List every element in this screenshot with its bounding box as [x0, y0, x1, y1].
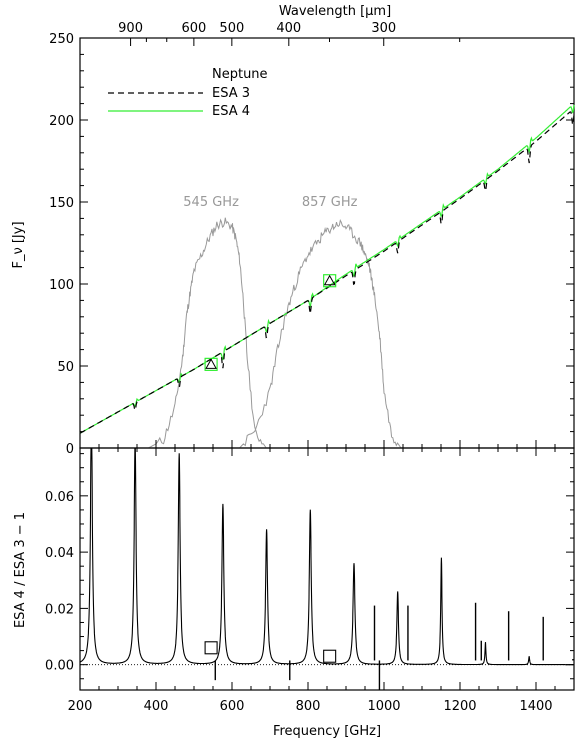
y-tick-label: 0.06: [45, 490, 74, 505]
y-tick-label: 250: [49, 32, 74, 47]
y-tick-label: 0.02: [45, 602, 74, 617]
flux-series: [79, 104, 575, 434]
y-tick-label: 0.00: [45, 659, 74, 674]
y-tick-label: 100: [49, 278, 74, 293]
ratio-marker-square: [204, 641, 218, 655]
legend: Neptune ESA 3 ESA 4: [108, 67, 268, 119]
y-tick-label: 150: [49, 196, 74, 211]
flux-markers: [204, 274, 337, 371]
bandpass-545-curve: [148, 217, 267, 449]
ratio-series: [79, 447, 574, 690]
legend-title: Neptune: [212, 67, 268, 82]
ratio-markers: [204, 641, 337, 663]
wavelength-ticks: 900 600 500 400 300: [118, 21, 461, 46]
bottom-plot-frame: [79, 447, 575, 691]
wavelength-axis-title: Wavelength [μm]: [279, 4, 391, 19]
legend-esa4-label: ESA 4: [212, 104, 250, 119]
y-tick-label: 0: [66, 442, 74, 457]
wavelength-tick-label: 300: [371, 21, 396, 36]
ratio-marker-square: [323, 649, 337, 663]
top-panel: 0 50 100 150 200 250 900 600 500 400 300 Waveleng…: [11, 4, 575, 457]
flux-marker-triangle: [323, 274, 336, 286]
flux-marker-triangle: [205, 358, 217, 369]
legend-esa3-label: ESA 3: [212, 86, 250, 101]
bottom-y-ticks: 0.00 0.02 0.04 0.06: [45, 453, 574, 680]
top-x-ticks: [79, 440, 537, 448]
x-tick-label: 1000: [367, 699, 400, 714]
band-label-545: 545 GHz: [183, 195, 239, 210]
x-tick-label: 800: [296, 699, 321, 714]
x-tick-label: 1400: [519, 699, 552, 714]
wavelength-tick-label: 600: [181, 21, 206, 36]
wavelength-tick-label: 500: [219, 21, 244, 36]
series-esa-4-line: [79, 104, 575, 434]
flux-axis-title: F_ν [Jy]: [11, 221, 26, 268]
top-plot-frame: [79, 37, 575, 449]
ratio-curve: [79, 447, 574, 666]
wavelength-tick-label: 400: [276, 21, 301, 36]
x-tick-label: 200: [68, 699, 93, 714]
top-y-ticks: 0 50 100 150 200 250: [49, 32, 574, 457]
x-tick-label: 400: [144, 699, 169, 714]
bandpass-curves: [148, 217, 402, 449]
wavelength-tick-label: 900: [118, 21, 143, 36]
ratio-axis-title: ESA 4 / ESA 3 − 1: [13, 512, 28, 628]
bandpass-857-curve: [239, 219, 402, 449]
bottom-panel: 0.00 0.02 0.04 0.06 200 400 600 800 1000 1200 140…: [13, 444, 575, 739]
band-label-857: 857 GHz: [302, 195, 358, 210]
x-tick-label: 600: [220, 699, 245, 714]
y-tick-label: 50: [57, 360, 74, 375]
series-esa-3-line: [79, 111, 575, 434]
x-tick-label: 1200: [443, 699, 476, 714]
bottom-x-ticks: 200 400 600 800 1000 1200 1400: [68, 444, 556, 714]
frequency-axis-title: Frequency [GHz]: [273, 724, 381, 739]
y-tick-label: 200: [49, 114, 74, 129]
y-tick-label: 0.04: [45, 546, 74, 561]
